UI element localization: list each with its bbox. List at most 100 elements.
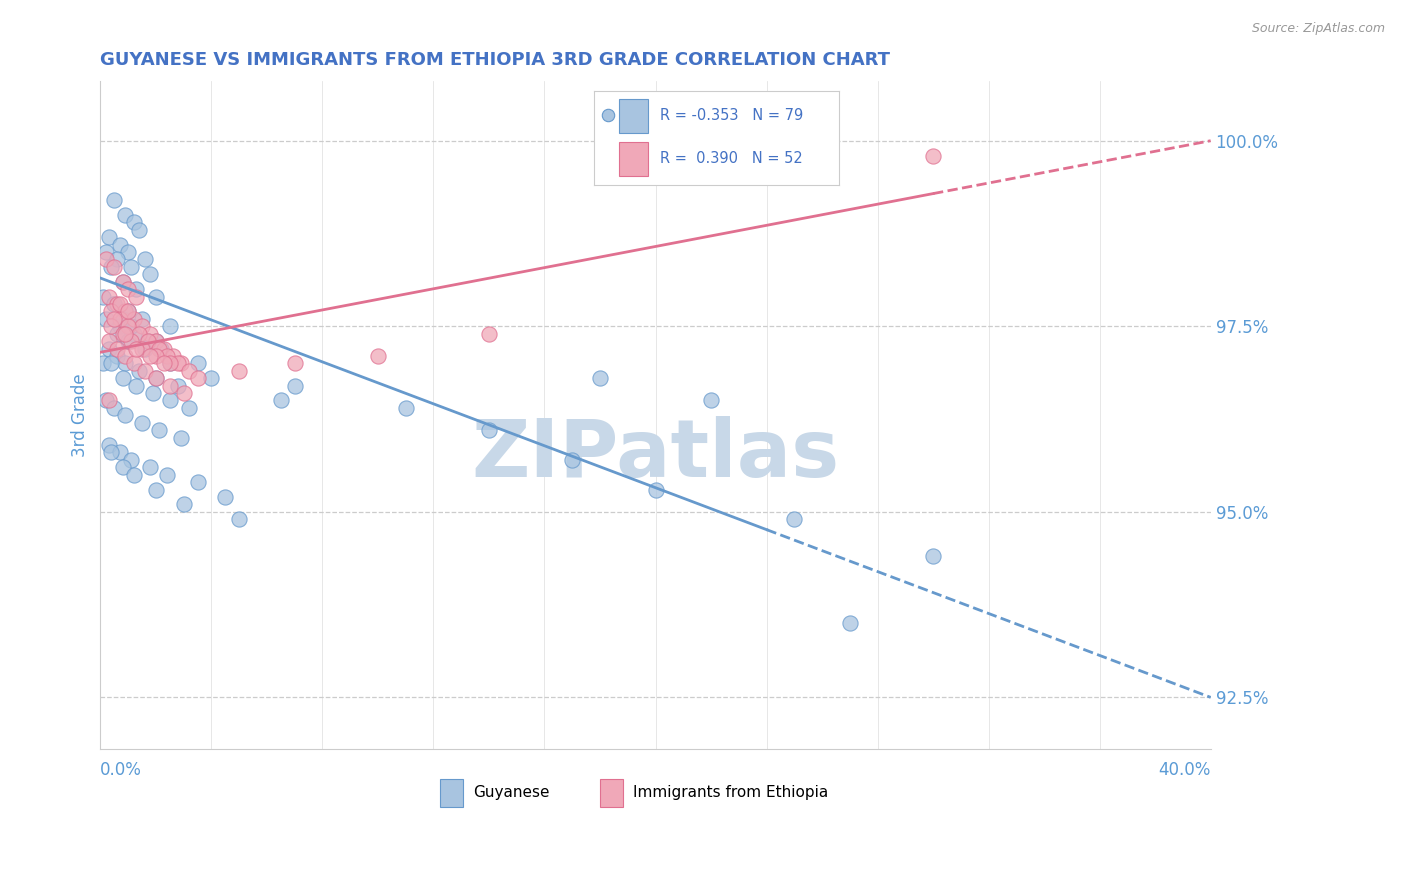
Point — [94, 252, 117, 267]
Point — [122, 356, 145, 370]
Point — [94, 245, 117, 260]
Point — [108, 445, 131, 459]
Point — [167, 356, 190, 370]
Point — [117, 304, 139, 318]
Point — [111, 460, 134, 475]
Point — [838, 616, 860, 631]
Point — [284, 356, 307, 370]
Point — [100, 319, 122, 334]
Point — [117, 304, 139, 318]
Point — [108, 297, 131, 311]
Point — [145, 371, 167, 385]
Text: ZIPatlas: ZIPatlas — [471, 417, 839, 494]
Point — [589, 371, 612, 385]
Point — [103, 193, 125, 207]
Point — [131, 342, 153, 356]
Point — [156, 467, 179, 482]
Point — [128, 326, 150, 341]
Point — [111, 311, 134, 326]
Point — [114, 409, 136, 423]
Point — [922, 549, 945, 564]
Point — [117, 282, 139, 296]
Point — [136, 334, 159, 348]
Point — [783, 512, 806, 526]
Point — [122, 311, 145, 326]
Point — [139, 460, 162, 475]
Point — [700, 393, 723, 408]
Point — [145, 289, 167, 303]
Point — [128, 364, 150, 378]
Point — [94, 393, 117, 408]
Point — [139, 268, 162, 282]
Point — [134, 252, 156, 267]
Point — [131, 319, 153, 334]
Point — [159, 356, 181, 370]
Point — [94, 311, 117, 326]
Text: 0.0%: 0.0% — [100, 761, 142, 780]
Y-axis label: 3rd Grade: 3rd Grade — [72, 374, 89, 457]
Point — [103, 297, 125, 311]
Point — [111, 326, 134, 341]
Point — [114, 349, 136, 363]
Point — [145, 483, 167, 497]
Point — [139, 349, 162, 363]
Point — [150, 342, 173, 356]
Point — [103, 311, 125, 326]
Point — [103, 401, 125, 415]
Point — [644, 483, 666, 497]
Point — [148, 342, 170, 356]
Point — [159, 319, 181, 334]
Point — [228, 512, 250, 526]
Point — [200, 371, 222, 385]
Point — [367, 349, 389, 363]
Point — [108, 319, 131, 334]
Point — [179, 401, 201, 415]
Point — [105, 297, 128, 311]
Point — [142, 386, 165, 401]
Point — [97, 230, 120, 244]
Point — [105, 326, 128, 341]
Point — [145, 371, 167, 385]
Point — [125, 342, 148, 356]
Point — [122, 467, 145, 482]
Point — [97, 438, 120, 452]
Point — [100, 356, 122, 370]
Point — [145, 334, 167, 348]
Point — [922, 148, 945, 162]
Point — [186, 475, 208, 489]
Text: 40.0%: 40.0% — [1159, 761, 1211, 780]
Point — [134, 364, 156, 378]
Point — [117, 319, 139, 334]
Point — [125, 289, 148, 303]
Point — [173, 497, 195, 511]
Point — [270, 393, 292, 408]
Point — [105, 349, 128, 363]
Point — [120, 319, 142, 334]
Point — [139, 326, 162, 341]
Point — [228, 364, 250, 378]
Point — [111, 275, 134, 289]
Point — [186, 356, 208, 370]
Point — [108, 311, 131, 326]
Point — [97, 342, 120, 356]
Point — [108, 237, 131, 252]
Point — [162, 349, 184, 363]
Point — [173, 386, 195, 401]
Point — [284, 378, 307, 392]
Point — [148, 423, 170, 437]
Point — [136, 334, 159, 348]
Point — [114, 326, 136, 341]
Point — [153, 342, 176, 356]
Point — [179, 364, 201, 378]
Point — [131, 311, 153, 326]
Point — [120, 453, 142, 467]
Point — [97, 393, 120, 408]
Point — [122, 326, 145, 341]
Point — [91, 356, 114, 370]
Point — [114, 304, 136, 318]
Point — [117, 334, 139, 348]
Point — [91, 289, 114, 303]
Point — [122, 215, 145, 229]
Text: Source: ZipAtlas.com: Source: ZipAtlas.com — [1251, 22, 1385, 36]
Point — [120, 260, 142, 274]
